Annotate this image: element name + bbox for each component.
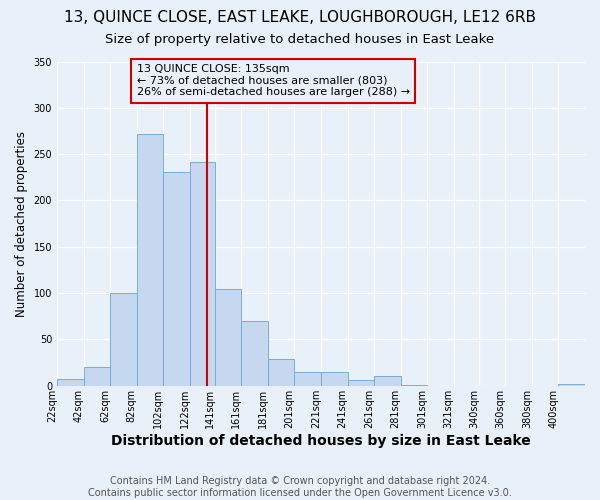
- Bar: [110, 293, 137, 386]
- Bar: [83, 368, 110, 386]
- Bar: [137, 134, 163, 386]
- Text: 13 QUINCE CLOSE: 135sqm
← 73% of detached houses are smaller (803)
26% of semi-d: 13 QUINCE CLOSE: 135sqm ← 73% of detache…: [137, 64, 410, 98]
- Bar: [321, 372, 347, 386]
- Text: 13, QUINCE CLOSE, EAST LEAKE, LOUGHBOROUGH, LE12 6RB: 13, QUINCE CLOSE, EAST LEAKE, LOUGHBOROU…: [64, 10, 536, 25]
- Text: Contains HM Land Registry data © Crown copyright and database right 2024.
Contai: Contains HM Land Registry data © Crown c…: [88, 476, 512, 498]
- Bar: [57, 380, 83, 386]
- Bar: [241, 321, 268, 386]
- Bar: [374, 376, 401, 386]
- Bar: [295, 372, 321, 386]
- Bar: [347, 380, 374, 386]
- Bar: [215, 288, 241, 386]
- Bar: [559, 384, 585, 386]
- Bar: [268, 359, 295, 386]
- Text: Size of property relative to detached houses in East Leake: Size of property relative to detached ho…: [106, 32, 494, 46]
- X-axis label: Distribution of detached houses by size in East Leake: Distribution of detached houses by size …: [111, 434, 531, 448]
- Y-axis label: Number of detached properties: Number of detached properties: [15, 130, 28, 316]
- Bar: [163, 172, 190, 386]
- Bar: [190, 162, 215, 386]
- Bar: [401, 385, 427, 386]
